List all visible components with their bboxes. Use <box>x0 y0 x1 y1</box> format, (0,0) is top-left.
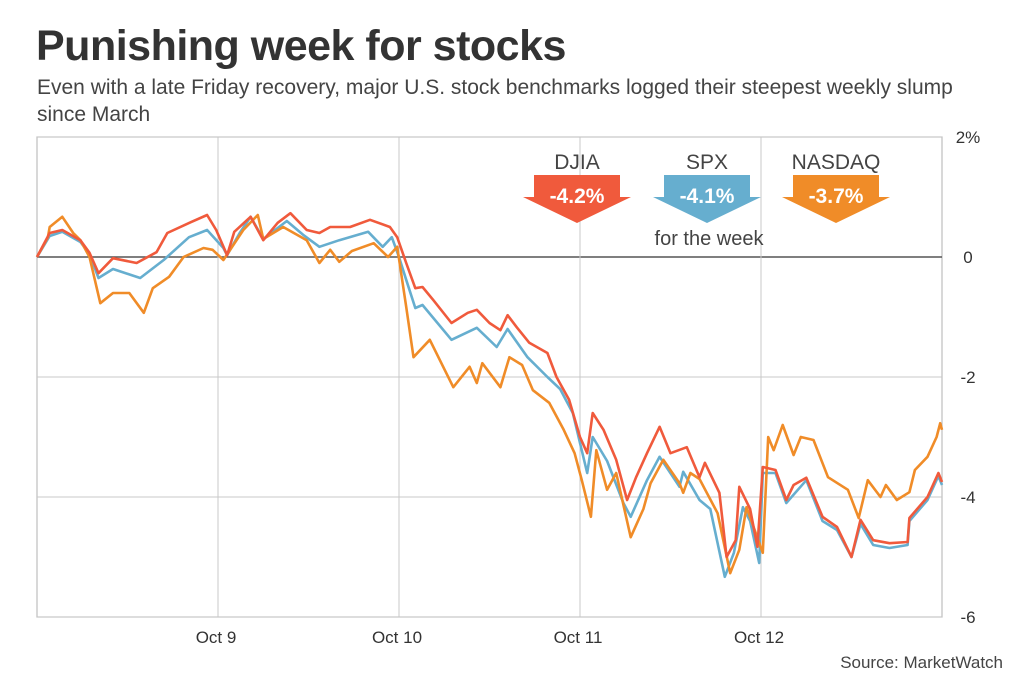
y-tick-label: -4 <box>960 488 975 507</box>
y-tick-label: -2 <box>960 368 975 387</box>
x-tick-label: Oct 9 <box>196 628 237 647</box>
legend-value: -4.1% <box>680 185 735 208</box>
series-line-djia <box>35 211 944 559</box>
x-tick-label: Oct 12 <box>734 628 784 647</box>
grid <box>36 136 943 618</box>
legend-label: DJIA <box>554 151 600 174</box>
source-note: Source: MarketWatch <box>840 653 1003 672</box>
legend-value: -4.2% <box>550 185 605 208</box>
legend-label: SPX <box>686 151 728 174</box>
legend-item-spx: SPX -4.1% <box>653 151 761 223</box>
chart-subtitle: Even with a late Friday recovery, major … <box>37 76 953 126</box>
x-tick-label: Oct 11 <box>554 628 603 647</box>
down-arrow-icon <box>523 175 631 223</box>
series-line-nasdaq <box>35 213 944 575</box>
legend-note: for the week <box>655 228 765 250</box>
legend-value: -3.7% <box>809 185 864 208</box>
y-tick-label: -6 <box>960 608 975 627</box>
down-arrow-icon <box>782 175 890 223</box>
legend-label: NASDAQ <box>792 151 881 174</box>
legend-item-nasdaq: NASDAQ -3.7% <box>782 151 890 223</box>
axes: 2% 0 -2 -4 -6 Oct 9 Oct 10 Oct 11 Oct 12 <box>196 128 981 647</box>
chart-title: Punishing week for stocks <box>36 22 566 70</box>
y-tick-label: 2% <box>956 128 981 147</box>
legend: DJIA -4.2% SPX -4.1% NASDAQ -3.7% for the week <box>523 151 890 250</box>
x-tick-label: Oct 10 <box>372 628 422 647</box>
legend-item-djia: DJIA -4.2% <box>523 151 631 223</box>
y-tick-label: 0 <box>963 248 972 267</box>
down-arrow-icon <box>653 175 761 223</box>
series-lines <box>35 211 944 579</box>
